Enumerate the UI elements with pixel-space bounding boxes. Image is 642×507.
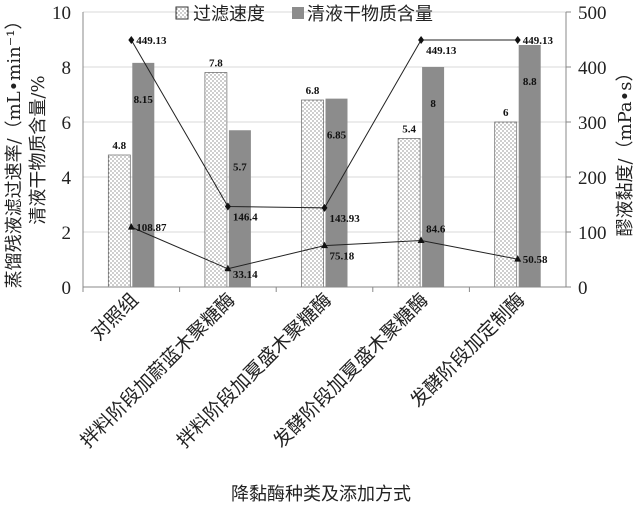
y-tick-label: 6 <box>62 113 72 134</box>
y2-tick-label: 200 <box>578 168 607 189</box>
bar-dry-matter <box>228 130 251 287</box>
y2-tick-label: 100 <box>578 223 607 244</box>
y-tick-label: 10 <box>52 3 71 24</box>
y2-axis-title: 醪液黏度/（mPa•s） <box>615 63 636 236</box>
data-label-filter-speed: 7.8 <box>209 58 223 70</box>
data-label-filter-speed: 5.4 <box>402 124 416 136</box>
bar-dry-matter <box>422 67 445 287</box>
y-axis-title-line2: 清液干物质含量/% <box>28 75 49 224</box>
legend: 过滤速度 清液干物质含量 <box>175 4 433 25</box>
data-label-dry-matter: 8.15 <box>134 94 154 106</box>
x-tick-label: 拌料阶段加夏盛木聚糖酶 <box>173 289 336 452</box>
data-label-viscosity: 449.13 <box>136 35 167 47</box>
triangle-marker <box>321 241 328 249</box>
diamond-marker <box>321 203 328 212</box>
x-tick-label: 对照组 <box>87 289 143 345</box>
x-tick-label: 发酵阶段加夏盛木聚糖酶 <box>269 289 432 452</box>
bar-filter-speed <box>107 154 131 288</box>
data-label-viscosity: 143.93 <box>330 213 361 225</box>
triangle-marker <box>224 264 232 272</box>
data-label-filter-speed: 4.8 <box>112 140 126 152</box>
data-label-viscosity: 146.4 <box>233 211 258 223</box>
y2-tick-label: 400 <box>578 58 607 79</box>
y-tick-label: 0 <box>62 278 72 299</box>
viscosity-line-diamond <box>130 39 518 209</box>
data-label-viscosity: 75.18 <box>330 251 355 263</box>
bar-dry-matter <box>518 45 541 287</box>
triangle-marker <box>417 236 425 243</box>
data-label-filter-speed: 6.8 <box>306 85 320 97</box>
x-axis-title: 降黏酶种类及添加方式 <box>231 484 411 505</box>
bar-dry-matter <box>132 62 155 287</box>
data-label-viscosity: 108.87 <box>136 222 167 234</box>
triangle-marker <box>514 255 522 262</box>
data-label-filter-speed: 6 <box>503 107 509 119</box>
x-tick-label: 拌料阶段加蔚蓝木聚糖酶 <box>76 289 239 452</box>
legend-swatch-filter-speed <box>175 6 189 20</box>
y2-tick-label: 0 <box>578 278 588 299</box>
bar-filter-speed <box>204 72 228 288</box>
data-label-viscosity: 50.58 <box>523 254 548 266</box>
diamond-marker <box>128 35 135 44</box>
data-label-viscosity: 33.14 <box>233 269 258 281</box>
data-label-viscosity: 449.13 <box>523 35 554 47</box>
data-label-viscosity: 84.6 <box>426 223 446 235</box>
triangle-marker <box>127 223 135 230</box>
diamond-marker <box>418 35 425 44</box>
legend-swatch-dry-matter <box>292 7 304 19</box>
y2-tick-label: 300 <box>578 113 607 134</box>
bar-filter-speed <box>301 99 324 288</box>
data-label-viscosity: 449.13 <box>426 45 457 57</box>
diamond-marker <box>514 35 521 44</box>
y-axis-title-line1: 蒸馏残液滤过速率/（mL•min⁻¹） <box>4 12 25 289</box>
bar-dry-matter <box>325 98 348 287</box>
data-label-dry-matter: 8.8 <box>523 76 537 88</box>
data-label-dry-matter: 8 <box>430 98 436 110</box>
y2-tick-label: 500 <box>578 3 607 24</box>
diamond-marker <box>224 202 231 211</box>
data-label-dry-matter: 5.7 <box>233 161 247 173</box>
legend-label-filter-speed: 过滤速度 <box>193 4 265 25</box>
legend-label-dry-matter: 清液干物质含量 <box>307 4 433 25</box>
y-tick-label: 8 <box>62 58 72 79</box>
y-tick-label: 4 <box>62 168 72 189</box>
y-tick-label: 2 <box>62 223 72 244</box>
data-label-dry-matter: 6.85 <box>327 130 347 142</box>
bar-filter-speed <box>494 121 518 288</box>
bar-filter-speed <box>397 138 421 288</box>
